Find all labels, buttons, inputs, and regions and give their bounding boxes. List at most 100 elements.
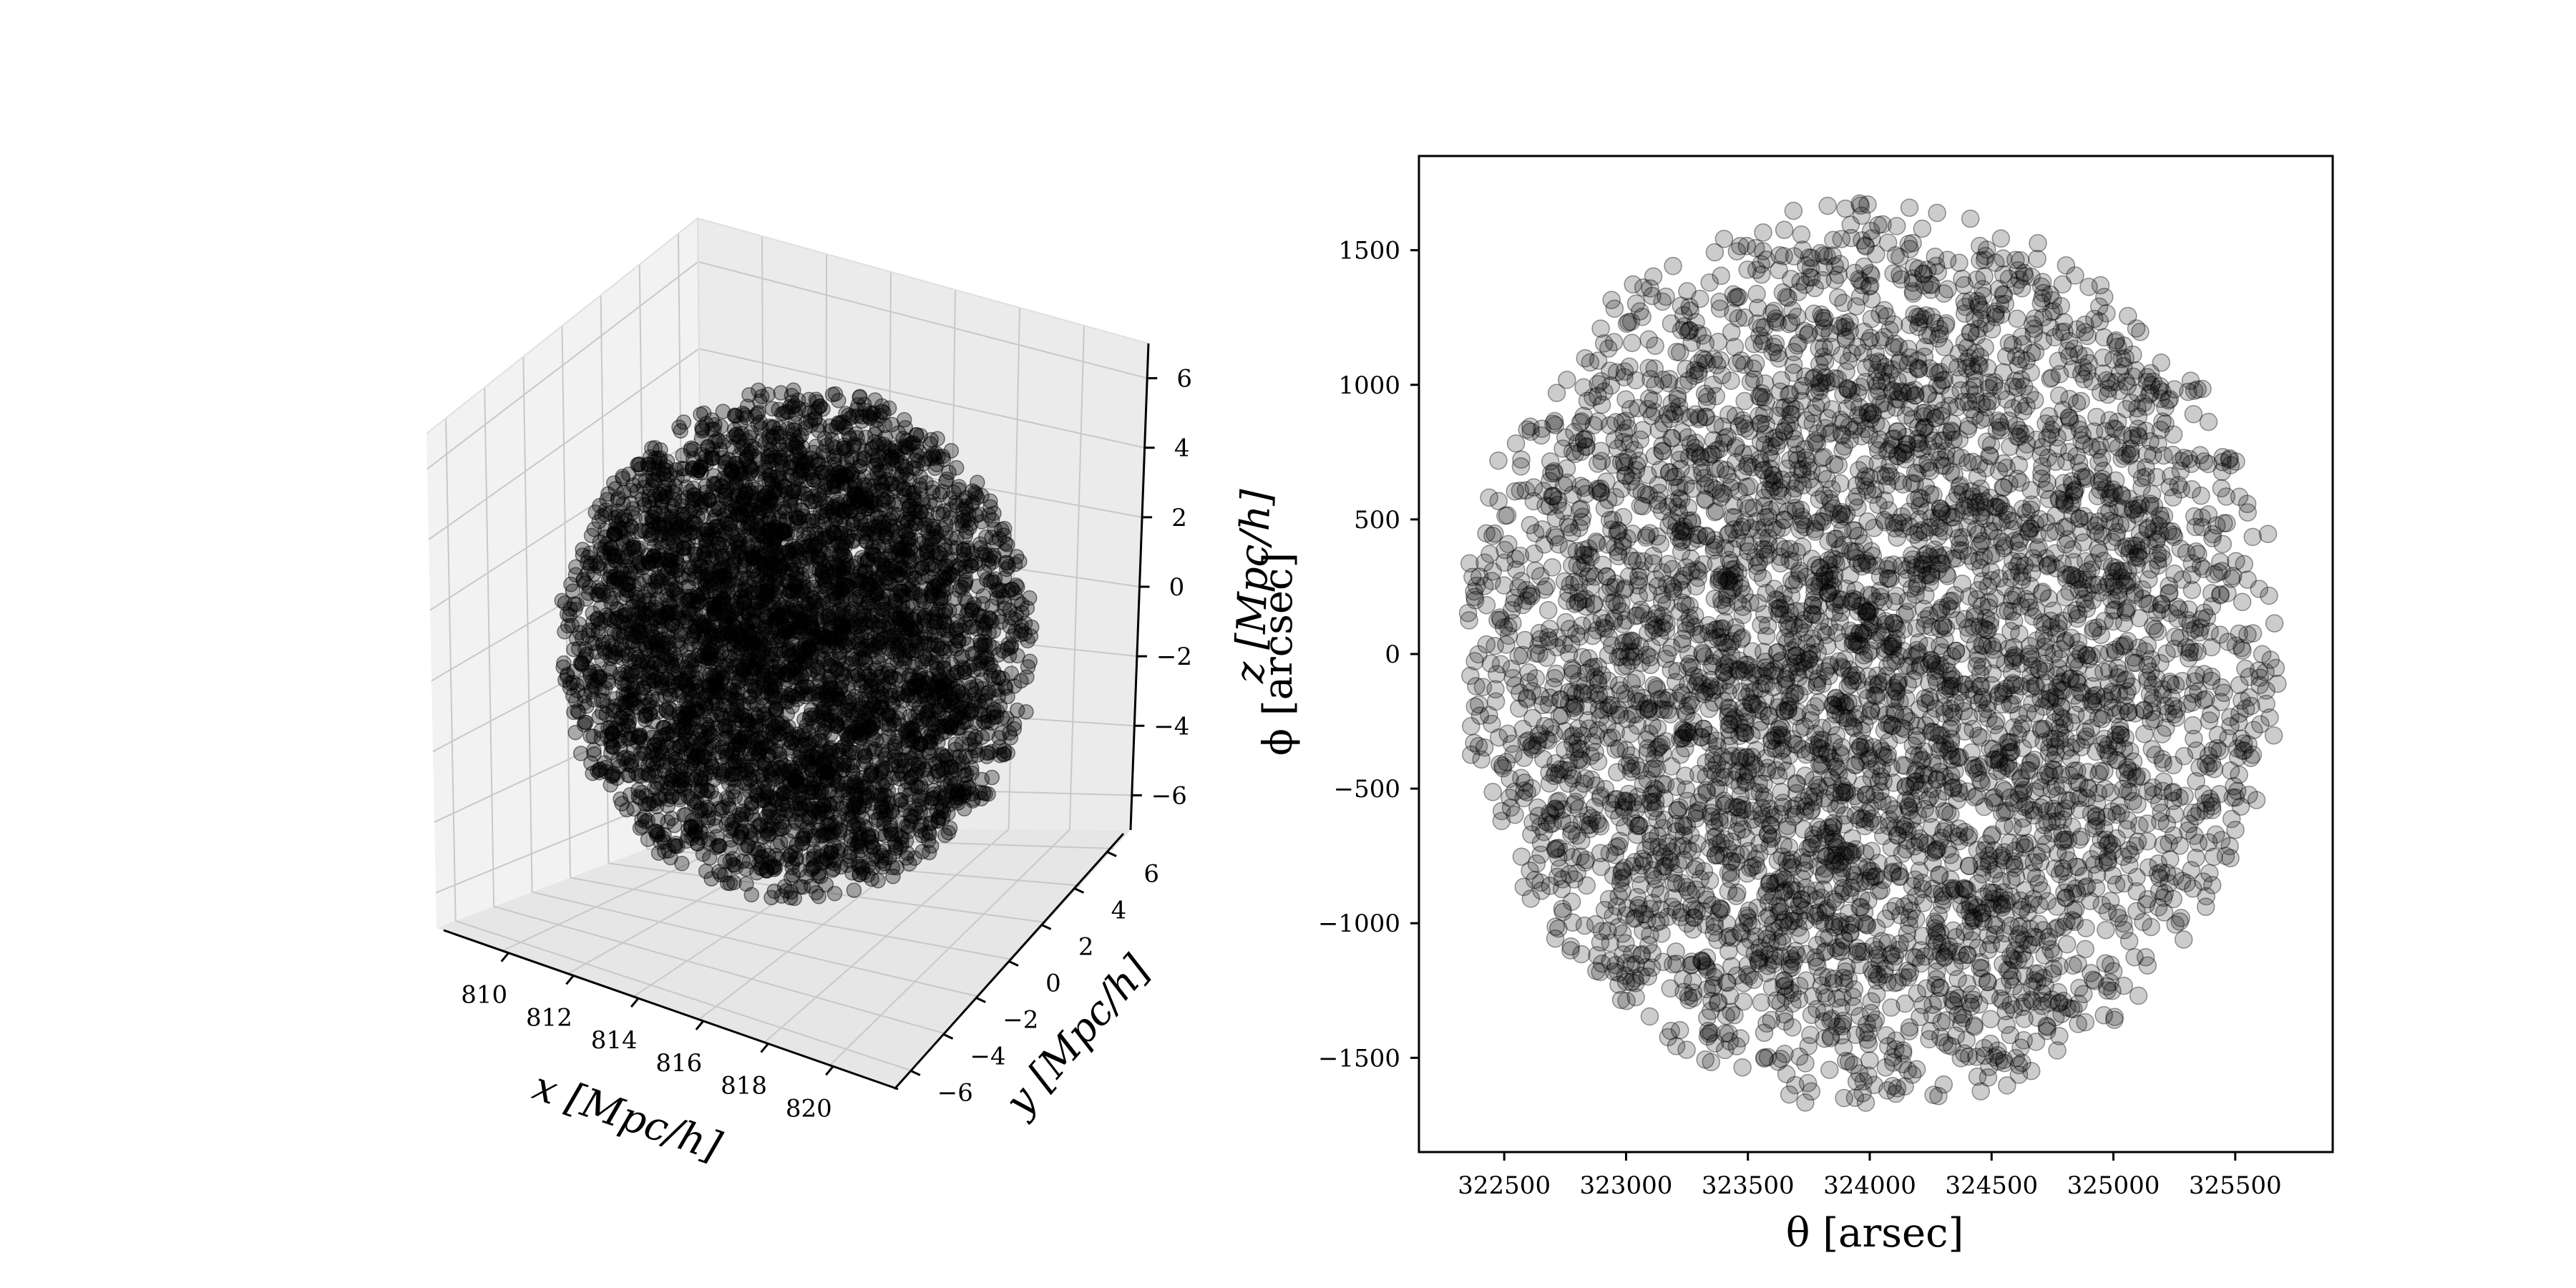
data-point [904,510,921,526]
grid-line [522,356,533,892]
data-point [854,725,870,741]
data-point [591,709,608,725]
data-point [784,436,801,452]
data-point [951,633,967,649]
data-point [836,419,852,435]
data-point [842,853,858,869]
data-point [795,834,811,851]
data-point [780,620,796,637]
data-point [882,682,897,698]
data-point [885,769,901,786]
data-point [771,746,788,762]
data-point [763,472,780,489]
data-point [738,806,754,822]
data-point [726,498,741,514]
data-point [664,789,680,804]
data-point [779,421,796,436]
data-point [710,535,726,551]
data-point [585,623,601,638]
data-point [779,566,794,582]
data-point [672,568,688,584]
data-point [654,527,670,542]
data-point [600,571,617,587]
data-point [763,447,779,464]
grid-line [646,848,1080,887]
data-point [912,776,929,792]
data-point [677,710,693,726]
data-point [870,873,886,889]
data-point [966,596,982,613]
data-point [805,444,821,461]
data-point [600,486,616,502]
data-point [681,649,698,665]
data-point [788,472,804,487]
data-point [967,743,983,758]
data-point [737,600,753,616]
data-point [605,648,620,664]
grid-line [698,348,1145,449]
data-point [868,848,884,864]
data-point [604,769,620,784]
data-point [636,572,653,589]
data-point [751,505,767,522]
data-point [985,640,1002,656]
data-point [967,555,983,571]
data-point [935,452,952,467]
data-point [659,735,675,751]
data-point [912,477,928,493]
data-point [641,488,657,504]
data-point [778,605,794,621]
data-point [1002,730,1019,746]
data-point [566,596,582,612]
data-point [809,513,826,530]
data-point [722,517,738,532]
data-point [625,537,642,553]
data-point [949,786,965,801]
data-point [832,825,848,841]
data-point [625,477,641,493]
data-point [948,665,965,680]
data-point [1008,577,1024,593]
data-point [706,810,722,826]
data-point [854,499,869,514]
data-point [670,590,687,606]
data-point [972,698,989,714]
data-point [727,821,743,837]
data-point [656,483,673,499]
data-point [764,658,781,675]
data-point [890,507,906,523]
data-point [821,765,836,781]
data-point [661,718,678,734]
data-point [685,519,701,536]
data-point [920,525,936,541]
data-point [619,801,635,818]
data-point [786,890,803,907]
data-point [756,697,772,713]
data-point [704,712,721,728]
data-point [815,701,831,716]
data-point [877,827,893,844]
data-point [746,826,762,843]
data-point [791,750,807,766]
grid-line [570,877,1013,960]
data-point [756,756,773,773]
data-point [726,857,743,873]
data-point [693,406,708,423]
data-point [825,591,841,608]
data-point [982,574,998,590]
data-point [703,450,720,466]
data-point [937,718,952,735]
data-point [666,837,683,854]
data-point [996,746,1012,762]
data-point [766,557,782,572]
data-point [932,595,948,611]
data-point [980,786,996,802]
data-point [864,766,880,781]
data-point [902,621,919,637]
data-point [930,431,945,447]
data-point [748,864,765,881]
data-point [829,615,846,631]
data-point [897,439,914,455]
data-point [892,469,909,485]
